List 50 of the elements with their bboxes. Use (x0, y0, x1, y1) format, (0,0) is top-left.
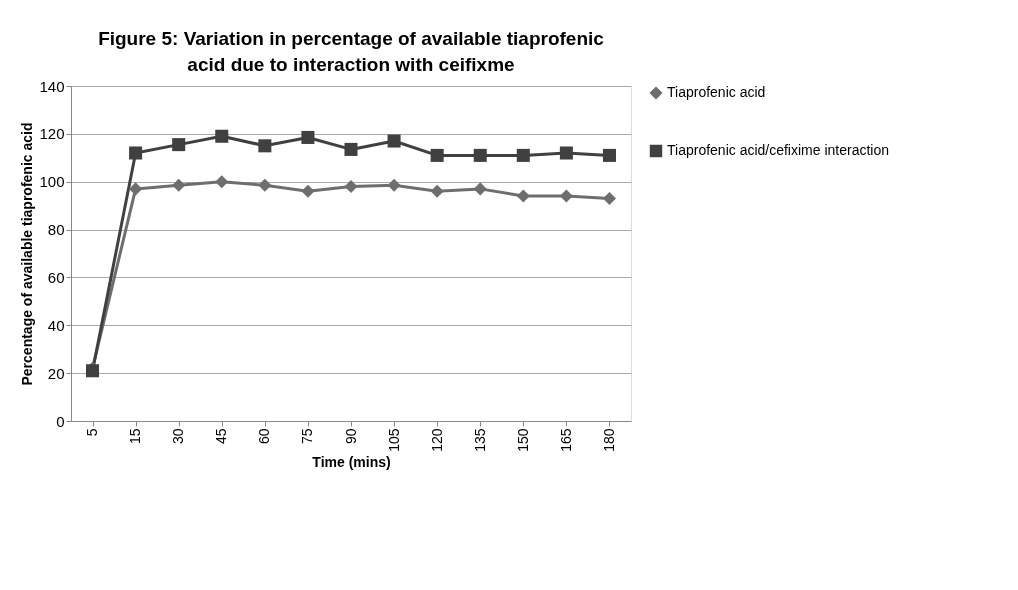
point (258, 178, 272, 192)
point (344, 142, 358, 156)
x-tick-label: 15 (127, 428, 144, 445)
x-tick-label: 135 (471, 428, 488, 452)
point (344, 179, 358, 194)
x-tick-label: 30 (170, 428, 187, 445)
y-axis-title: Percentage of available tiaprofenic acid (19, 122, 36, 386)
y-tick-label: 80 (47, 221, 65, 239)
point (215, 129, 229, 143)
legend-label: Tiaprofenic acid/cefixime interaction (667, 142, 890, 158)
y-tick-label: 100 (39, 173, 65, 191)
y-tick-label: 120 (39, 125, 65, 143)
point (516, 189, 530, 203)
point (387, 178, 401, 192)
point (215, 175, 229, 189)
x-tick-label: 150 (514, 428, 531, 452)
point (301, 130, 315, 144)
y-tick-label: 60 (47, 268, 65, 286)
point (559, 146, 573, 160)
y-tick-label: 140 (39, 77, 65, 95)
x-tick-label: 180 (600, 428, 617, 452)
x-tick-label: 75 (299, 428, 316, 445)
point (559, 189, 573, 203)
x-tick-label: 45 (213, 428, 230, 445)
point (473, 148, 487, 162)
x-tick-label: 60 (256, 428, 273, 445)
chart-title: Figure 5: Variation in percentage of available tiaprofenic acid due to interaction with ceifixme (98, 28, 605, 75)
y-tick-label: 0 (56, 412, 65, 430)
x-tick-label: 120 (428, 428, 445, 452)
point (387, 134, 401, 148)
point (602, 191, 616, 205)
x-axis-title: Time (mins) (312, 453, 391, 470)
x-tick-label: 90 (342, 428, 359, 445)
point (430, 148, 444, 162)
x-tick-label: 105 (385, 428, 402, 452)
legend-label: Tiaprofenic acid (667, 84, 766, 100)
point (430, 184, 444, 198)
y-tick-label: 20 (47, 364, 65, 382)
point (602, 148, 616, 162)
point (129, 146, 143, 160)
point (473, 182, 487, 196)
point (172, 178, 186, 192)
point (516, 148, 530, 162)
x-tick-label: 5 (84, 428, 101, 437)
y-tick-label: 40 (47, 316, 65, 334)
point (258, 139, 272, 153)
point (172, 138, 186, 152)
x-tick-label: 165 (557, 428, 574, 452)
point (129, 182, 143, 196)
point (301, 184, 315, 198)
